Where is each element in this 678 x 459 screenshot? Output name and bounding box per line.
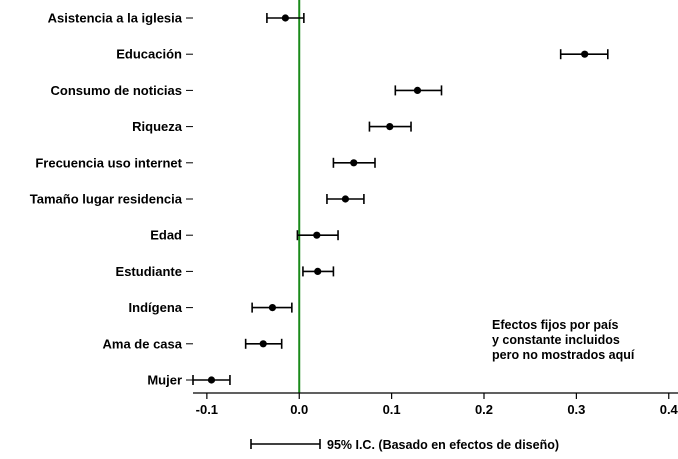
- annotation-line-1: Efectos fijos por país: [492, 318, 618, 332]
- category-label: Riqueza: [132, 119, 183, 134]
- errorbar-row-6: [296, 230, 339, 241]
- errorbar-row-3: [368, 121, 412, 132]
- x-tick-label: 0.3: [567, 402, 585, 417]
- estimate-point: [207, 376, 216, 384]
- annotation-line-2: y constante incluidos: [492, 333, 620, 347]
- category-label: Indígena: [129, 300, 183, 315]
- errorbar-row-4: [332, 157, 376, 168]
- category-label: Consumo de noticias: [51, 83, 182, 98]
- annotation-line-3: pero no mostrados aquí: [492, 348, 635, 362]
- x-tick-label: 0.1: [383, 402, 401, 417]
- legend-label: 95% I.C. (Basado en efectos de diseño): [327, 438, 559, 452]
- x-tick-label: 0.4: [660, 402, 678, 417]
- annotation-note: Efectos fijos por país y constante inclu…: [492, 318, 635, 362]
- estimate-point: [314, 267, 322, 275]
- errorbar-row-1: [559, 49, 609, 60]
- errorbar-row-2: [394, 85, 443, 96]
- estimate-point: [350, 159, 358, 167]
- estimate-point: [281, 14, 289, 22]
- category-label: Estudiante: [116, 264, 182, 279]
- estimate-point: [268, 304, 277, 312]
- errorbars: [192, 13, 609, 385]
- estimate-point: [259, 340, 267, 348]
- category-labels: Asistencia a la iglesia Educación Consumo …: [30, 11, 193, 388]
- x-tick-label: 0.2: [475, 402, 493, 417]
- category-label: Frecuencia uso internet: [35, 155, 182, 170]
- errorbar-row-7: [302, 266, 335, 277]
- estimate-point: [313, 231, 321, 239]
- legend: 95% I.C. (Basado en efectos de diseño): [250, 438, 559, 452]
- x-tick-label: 0.0: [290, 402, 308, 417]
- category-label: Educación: [116, 47, 182, 62]
- errorbar-row-8: [251, 302, 293, 313]
- estimate-point: [581, 50, 589, 58]
- estimate-point: [386, 123, 394, 131]
- category-label: Mujer: [147, 373, 182, 388]
- category-label: Edad: [150, 228, 182, 243]
- errorbar-row-0: [266, 13, 305, 23]
- category-label: Asistencia a la iglesia: [48, 11, 183, 26]
- errorbar-row-5: [326, 194, 365, 204]
- category-label: Ama de casa: [103, 336, 183, 351]
- errorbar-row-10: [192, 375, 231, 385]
- estimate-point: [413, 86, 422, 94]
- x-tick-label: -0.1: [196, 402, 218, 417]
- estimate-point: [341, 195, 350, 203]
- x-axis: -0.1 0.0 0.1 0.2 0.3 0.4: [193, 392, 678, 417]
- errorbar-row-9: [244, 338, 283, 349]
- category-label: Tamaño lugar residencia: [30, 192, 183, 207]
